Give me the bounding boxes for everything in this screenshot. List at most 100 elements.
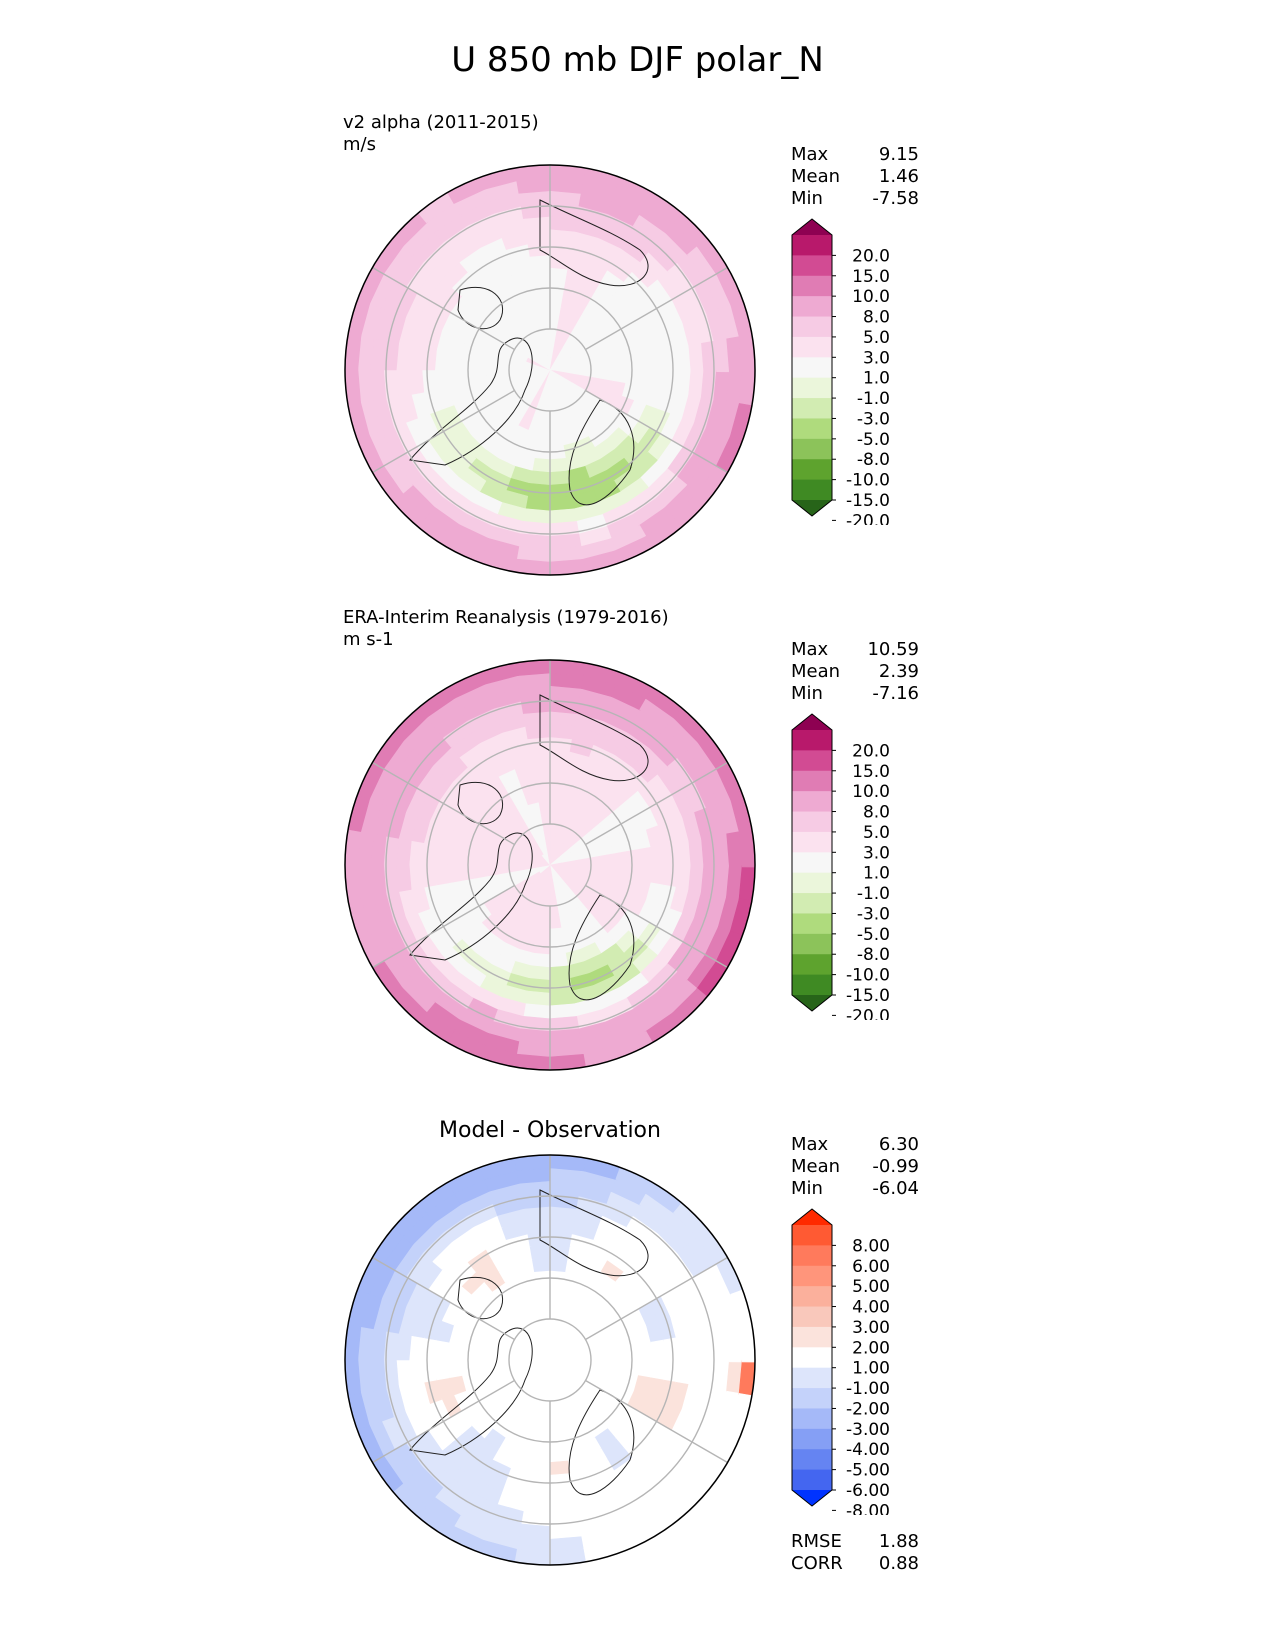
field-cell	[625, 849, 641, 867]
field-cell	[538, 800, 551, 815]
field-cell	[625, 1344, 641, 1362]
colorbar-extend-max	[792, 219, 832, 235]
field-cell	[421, 1358, 437, 1383]
field-cell	[472, 1358, 488, 1374]
colorbar-segment	[792, 459, 832, 481]
colorbar-segment	[792, 1245, 832, 1267]
colorbar-tick-label: -15.0	[846, 491, 890, 511]
field-cell	[434, 1358, 450, 1381]
panel3-stat-value: -6.04	[872, 1178, 919, 1199]
field-cell	[612, 356, 628, 372]
field-cell	[485, 864, 500, 877]
eurasia-coast	[539, 694, 649, 782]
field-cell	[548, 1473, 573, 1489]
field-cell	[650, 1339, 666, 1362]
colorbar-tick-label: 15.0	[852, 762, 890, 782]
field-cell	[459, 863, 475, 881]
field-cell	[536, 292, 552, 308]
field-cell	[549, 915, 562, 930]
colorbar-segment	[792, 1469, 832, 1491]
colorbar-segment	[792, 1347, 832, 1369]
colorbar-segment	[792, 933, 832, 955]
field-cell	[650, 844, 666, 867]
field-cell	[549, 1410, 562, 1425]
colorbar-segment	[792, 336, 832, 358]
field-cell	[638, 846, 653, 867]
colorbar-segment	[792, 852, 832, 874]
america-coast	[568, 894, 635, 1001]
map-boundary	[344, 659, 756, 1071]
rmse-value: 1.88	[878, 1531, 919, 1552]
colorbar-segment	[792, 770, 832, 792]
field-cell	[548, 953, 569, 968]
field-cell	[538, 1295, 551, 1310]
corr-label: CORR	[791, 1553, 843, 1574]
field-cell	[548, 1422, 564, 1438]
colorbar-segment	[792, 750, 832, 772]
colorbar-tick-label: 8.0	[863, 803, 890, 823]
colorbar-tick-label: -8.0	[857, 945, 890, 965]
field-cell	[534, 279, 552, 295]
colorbar-tick-label: 5.0	[863, 823, 890, 843]
colorbar-tick-label: 8.0	[863, 308, 890, 328]
panel2-units: m s-1	[343, 629, 394, 650]
field-cell	[459, 1358, 475, 1376]
colorbar-tick-label: 4.00	[852, 1298, 890, 1318]
panel3-metrics: RMSE 1.88 CORR 0.88	[791, 1531, 919, 1575]
panel3-colorbar: 8.006.005.004.003.002.001.00-1.00-2.00-3…	[791, 1208, 890, 1515]
panel1-units: m/s	[343, 134, 376, 155]
greenland-coast	[409, 832, 533, 961]
colorbar-tick-label: -1.0	[857, 389, 890, 409]
meridian-line	[585, 1256, 728, 1341]
panel3-stat-label: Mean	[791, 1156, 841, 1177]
panel3-stat-value: 6.30	[878, 1134, 919, 1155]
panel2-stat-value: 2.39	[878, 661, 919, 682]
greenland-coast	[409, 1327, 533, 1456]
field-cell	[421, 863, 437, 888]
panel2-obs-name: ERA-Interim Reanalysis (1979-2016)	[343, 607, 669, 628]
field-cell	[525, 228, 552, 245]
colorbar-extend-max	[792, 1209, 832, 1225]
field-cell	[638, 1341, 653, 1362]
meridian-line	[372, 389, 515, 474]
rmse-label: RMSE	[791, 1531, 842, 1552]
field-cell	[600, 853, 615, 866]
colorbar-tick-label: -6.00	[846, 1481, 890, 1501]
colorbar-tick-label: 3.00	[852, 1318, 890, 1338]
field-cell	[531, 267, 552, 282]
colorbar-tick-label: -1.0	[857, 884, 890, 904]
colorbar-tick-label: -8.00	[846, 1501, 890, 1515]
panel1-polar-map	[344, 164, 756, 576]
field-cell	[408, 1358, 425, 1385]
panel3-polar-map	[344, 1154, 756, 1566]
america-coast	[568, 399, 635, 506]
colorbar-segment	[792, 1449, 832, 1471]
meridian-line	[372, 1379, 515, 1464]
field-cell	[663, 347, 679, 372]
panel1-stats: Max 9.15 Mean 1.46 Min -7.58	[791, 144, 919, 210]
field-cell	[548, 445, 566, 461]
panel1-title: v2 alpha (2011-2015) m/s	[343, 112, 539, 156]
colorbar-tick-label: 3.0	[863, 348, 890, 368]
colorbar-segment	[792, 893, 832, 914]
field-cell	[548, 965, 571, 981]
colorbar-tick-label: 3.0	[863, 843, 890, 863]
colorbar-tick-label: 15.0	[852, 267, 890, 287]
colorbar-segment	[792, 1306, 832, 1328]
field-cell	[538, 305, 551, 320]
meridian-line	[585, 1379, 728, 1464]
colorbar-segment	[792, 791, 832, 813]
colorbar-segment	[792, 1388, 832, 1409]
panel1-stat-label: Max	[791, 144, 829, 165]
colorbar-tick-label: -5.0	[857, 430, 890, 450]
colorbar-segment	[792, 1367, 832, 1389]
field-cell	[472, 368, 488, 384]
field-cell	[459, 368, 475, 386]
panel2-colorbar: 20.015.010.08.05.03.01.0-1.0-3.0-5.0-8.0…	[791, 713, 890, 1020]
colorbar-segment	[792, 398, 832, 419]
field-cell	[529, 1244, 552, 1260]
colorbar-segment	[792, 438, 832, 460]
field-cell	[472, 863, 488, 879]
field-cell	[447, 863, 462, 884]
colorbar-segment	[792, 913, 832, 935]
